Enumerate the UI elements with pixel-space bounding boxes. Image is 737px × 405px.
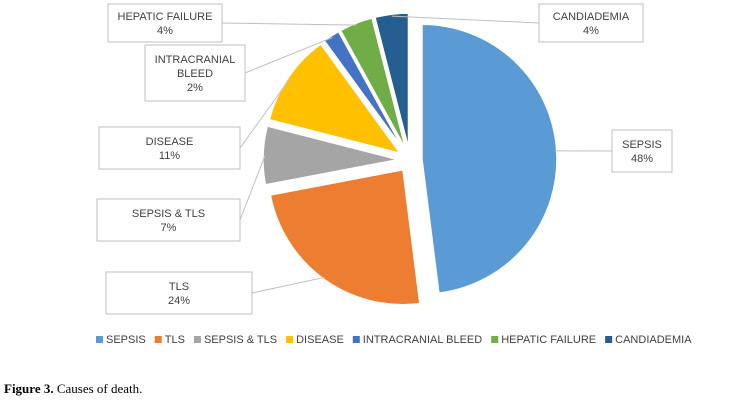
callout-label-intracranial-bleed: INTRACRANIAL — [155, 54, 236, 66]
legend-swatch-intracranial-bleed — [352, 336, 360, 343]
callout-label-tls: TLS — [169, 281, 189, 293]
legend-swatch-sepsis-and-tls — [193, 336, 201, 343]
callout-box-candiademia — [538, 3, 644, 43]
callout-label-sepsis-and-tls: SEPSIS & TLS — [132, 208, 205, 220]
leader-line-sepsis-and-tls — [239, 155, 266, 221]
legend-swatch-disease — [286, 336, 294, 343]
callout-label-intracranial-bleed: BLEED — [177, 68, 213, 80]
callout-value-disease: 11% — [159, 150, 180, 162]
callout-value-candiademia: 4% — [583, 25, 599, 37]
callout-value-sepsis-and-tls: 7% — [161, 222, 177, 234]
slice-sepsis — [421, 23, 558, 295]
leader-line-tls — [251, 276, 325, 294]
legend-label-disease: DISEASE — [296, 334, 344, 346]
callout-value-sepsis: 48% — [631, 153, 653, 165]
leader-line-disease — [239, 78, 291, 149]
legend-swatch-tls — [154, 336, 162, 343]
callout-box-sepsis — [611, 129, 673, 173]
callout-value-hepatic-failure: 4% — [157, 25, 173, 37]
callout-box-intracranial-bleed — [144, 44, 246, 102]
figure-caption-label: Figure 3. — [4, 381, 54, 396]
legend-swatch-sepsis — [96, 336, 103, 343]
legend-label-intracranial-bleed: INTRACRANIAL BLEED — [363, 334, 482, 346]
legend-swatch-hepatic-failure — [491, 336, 499, 343]
slice-sepsis-and-tls — [262, 125, 399, 186]
leader-line-intracranial-bleed — [244, 37, 333, 74]
callout-label-sepsis: SEPSIS — [622, 139, 662, 151]
slice-candiademia — [374, 12, 410, 149]
legend-label-sepsis-and-tls: SEPSIS & TLS — [204, 334, 277, 346]
callout-label-disease: DISEASE — [146, 136, 194, 148]
legend-label-candiademia: CANDIADEMIA — [615, 334, 692, 346]
callout-value-tls: 24% — [168, 295, 190, 307]
leader-line-hepatic-failure — [221, 22, 357, 26]
slice-tls — [269, 168, 421, 306]
pie-chart-svg: SEPSIS 48% TLS 24% SEPSIS & TLS 7% DISEASE 11% I… — [96, 3, 692, 346]
figure-caption: Figure 3. Causes of death. — [4, 381, 142, 397]
leader-line-candiademia — [391, 15, 540, 24]
callout-box-tls — [105, 271, 253, 315]
callout-box-sepsis-and-tls — [96, 198, 241, 242]
legend-label-tls: TLS — [165, 334, 185, 346]
callout-value-intracranial-bleed: 2% — [187, 82, 203, 94]
slice-disease — [268, 42, 402, 155]
legend-label-sepsis: SEPSIS — [106, 334, 146, 346]
slice-hepatic-failure — [339, 17, 407, 150]
pie-chart: SEPSIS 48% TLS 24% SEPSIS & TLS 7% DISEASE 11% I… — [96, 3, 692, 346]
legend-swatch-candiademia — [605, 336, 613, 343]
callout-box-disease — [98, 126, 241, 170]
figure-caption-text: Causes of death. — [53, 381, 143, 396]
callout-label-hepatic-failure: HEPATIC FAILURE — [118, 11, 213, 23]
callout-label-candiademia: CANDIADEMIA — [553, 11, 630, 23]
legend-label-hepatic-failure: HEPATIC FAILURE — [501, 334, 596, 346]
callout-box-hepatic-failure — [107, 3, 223, 43]
